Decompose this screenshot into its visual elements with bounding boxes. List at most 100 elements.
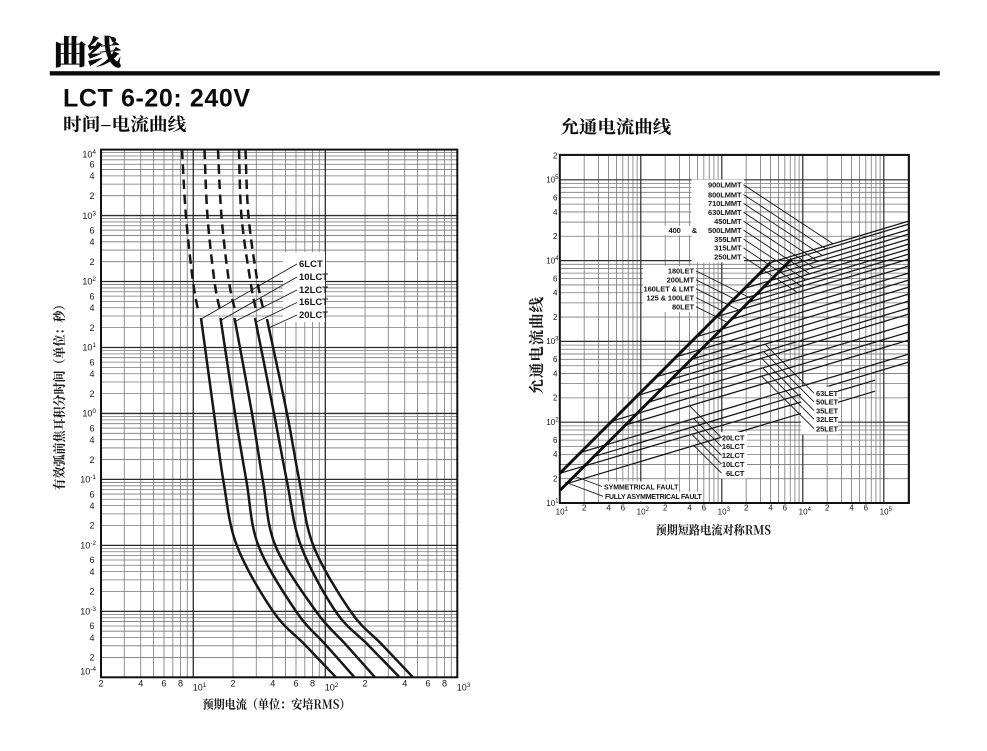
svg-text:250LMT: 250LMT bbox=[714, 253, 742, 262]
svg-text:400 & 500LMMT: 400 & 500LMMT bbox=[669, 226, 742, 235]
svg-text:6LCT: 6LCT bbox=[726, 469, 745, 478]
svg-text:FULLY ASYMMETRICAL FAULT: FULLY ASYMMETRICAL FAULT bbox=[605, 494, 703, 501]
svg-text:2: 2 bbox=[553, 151, 558, 160]
svg-text:450LMT: 450LMT bbox=[714, 217, 742, 226]
svg-text:12LCT: 12LCT bbox=[299, 285, 328, 296]
svg-text:2: 2 bbox=[582, 504, 587, 513]
svg-text:16LCT: 16LCT bbox=[722, 442, 745, 451]
svg-text:101: 101 bbox=[556, 507, 569, 517]
svg-text:25LET: 25LET bbox=[816, 424, 839, 433]
svg-text:6: 6 bbox=[621, 504, 626, 513]
svg-text:4: 4 bbox=[89, 435, 94, 445]
svg-text:6: 6 bbox=[553, 355, 558, 364]
svg-text:2: 2 bbox=[231, 679, 236, 689]
svg-text:6: 6 bbox=[553, 436, 558, 445]
svg-text:6: 6 bbox=[89, 489, 94, 499]
svg-text:6: 6 bbox=[89, 357, 94, 367]
svg-text:2: 2 bbox=[89, 653, 94, 663]
svg-text:101: 101 bbox=[546, 498, 559, 508]
svg-text:4: 4 bbox=[553, 450, 558, 459]
svg-text:SYMMETRICAL FAULT: SYMMETRICAL FAULT bbox=[604, 484, 679, 491]
svg-text:101: 101 bbox=[82, 342, 96, 353]
svg-text:6: 6 bbox=[89, 621, 94, 631]
svg-text:10LCT: 10LCT bbox=[722, 460, 745, 469]
svg-text:6: 6 bbox=[89, 555, 94, 565]
svg-text:2: 2 bbox=[553, 474, 558, 483]
svg-text:4: 4 bbox=[768, 504, 773, 513]
svg-text:6: 6 bbox=[783, 504, 788, 513]
svg-text:8: 8 bbox=[178, 679, 183, 689]
svg-text:4: 4 bbox=[89, 633, 94, 643]
svg-text:900LMMT: 900LMMT bbox=[708, 181, 742, 190]
svg-text:630LMMT: 630LMMT bbox=[708, 208, 742, 217]
svg-text:4: 4 bbox=[138, 679, 143, 689]
svg-text:2: 2 bbox=[98, 679, 103, 689]
svg-text:10-1: 10-1 bbox=[80, 474, 96, 485]
svg-text:6: 6 bbox=[89, 291, 94, 301]
svg-text:102: 102 bbox=[637, 507, 650, 517]
svg-text:6: 6 bbox=[553, 194, 558, 203]
svg-text:125 & 100LET: 125 & 100LET bbox=[646, 293, 694, 302]
svg-text:4: 4 bbox=[89, 171, 94, 181]
svg-text:2: 2 bbox=[89, 257, 94, 267]
svg-text:355LMT: 355LMT bbox=[714, 235, 742, 244]
svg-text:4: 4 bbox=[553, 289, 558, 298]
svg-text:2: 2 bbox=[553, 232, 558, 241]
svg-text:103: 103 bbox=[718, 507, 731, 517]
svg-text:2: 2 bbox=[553, 394, 558, 403]
svg-text:105: 105 bbox=[546, 175, 559, 185]
svg-text:4: 4 bbox=[553, 369, 558, 378]
svg-text:4: 4 bbox=[89, 237, 94, 247]
svg-text:4: 4 bbox=[687, 504, 692, 513]
svg-text:104: 104 bbox=[546, 256, 559, 266]
svg-text:35LET: 35LET bbox=[816, 406, 839, 415]
svg-text:LCT 6-20: 240V: LCT 6-20: 240V bbox=[63, 85, 251, 113]
svg-text:101: 101 bbox=[193, 682, 207, 693]
svg-text:710LMMT: 710LMMT bbox=[708, 199, 742, 208]
svg-text:2: 2 bbox=[744, 504, 749, 513]
svg-text:6: 6 bbox=[702, 504, 707, 513]
svg-text:2: 2 bbox=[89, 521, 94, 531]
svg-text:80LET: 80LET bbox=[672, 303, 695, 312]
svg-text:6: 6 bbox=[161, 679, 166, 689]
svg-text:6: 6 bbox=[553, 274, 558, 283]
svg-text:6LCT: 6LCT bbox=[299, 259, 323, 270]
svg-text:2: 2 bbox=[553, 313, 558, 322]
svg-text:104: 104 bbox=[799, 507, 812, 517]
svg-text:4: 4 bbox=[270, 679, 275, 689]
svg-text:20LCT: 20LCT bbox=[299, 310, 328, 321]
svg-text:16LCT: 16LCT bbox=[299, 297, 328, 308]
svg-text:4: 4 bbox=[849, 504, 854, 513]
svg-text:6: 6 bbox=[89, 159, 94, 169]
svg-text:102: 102 bbox=[325, 682, 339, 693]
svg-text:2: 2 bbox=[89, 455, 94, 465]
svg-text:4: 4 bbox=[553, 208, 558, 217]
svg-text:800LMMT: 800LMMT bbox=[708, 190, 742, 199]
svg-text:4: 4 bbox=[89, 303, 94, 313]
svg-text:50LET: 50LET bbox=[816, 398, 839, 407]
svg-text:315LMT: 315LMT bbox=[714, 244, 742, 253]
svg-text:4: 4 bbox=[402, 679, 407, 689]
svg-text:2: 2 bbox=[89, 587, 94, 597]
svg-text:2: 2 bbox=[825, 504, 830, 513]
svg-text:4: 4 bbox=[606, 504, 611, 513]
svg-text:103: 103 bbox=[457, 682, 471, 693]
svg-text:160LET & LMT: 160LET & LMT bbox=[644, 285, 695, 294]
svg-text:2: 2 bbox=[89, 191, 94, 201]
svg-text:2: 2 bbox=[89, 323, 94, 333]
svg-text:8: 8 bbox=[310, 679, 315, 689]
svg-text:10-2: 10-2 bbox=[80, 540, 96, 551]
svg-text:6: 6 bbox=[426, 679, 431, 689]
svg-text:6: 6 bbox=[89, 225, 94, 235]
svg-text:20LCT: 20LCT bbox=[722, 434, 745, 443]
svg-text:10-4: 10-4 bbox=[80, 666, 96, 677]
svg-text:2: 2 bbox=[663, 504, 668, 513]
svg-text:102: 102 bbox=[546, 418, 559, 428]
svg-text:104: 104 bbox=[82, 149, 96, 160]
svg-text:2: 2 bbox=[363, 679, 368, 689]
svg-text:103: 103 bbox=[82, 210, 96, 221]
svg-text:103: 103 bbox=[546, 337, 559, 347]
svg-text:10-3: 10-3 bbox=[80, 606, 96, 617]
svg-text:102: 102 bbox=[82, 276, 96, 287]
svg-text:4: 4 bbox=[89, 501, 94, 511]
